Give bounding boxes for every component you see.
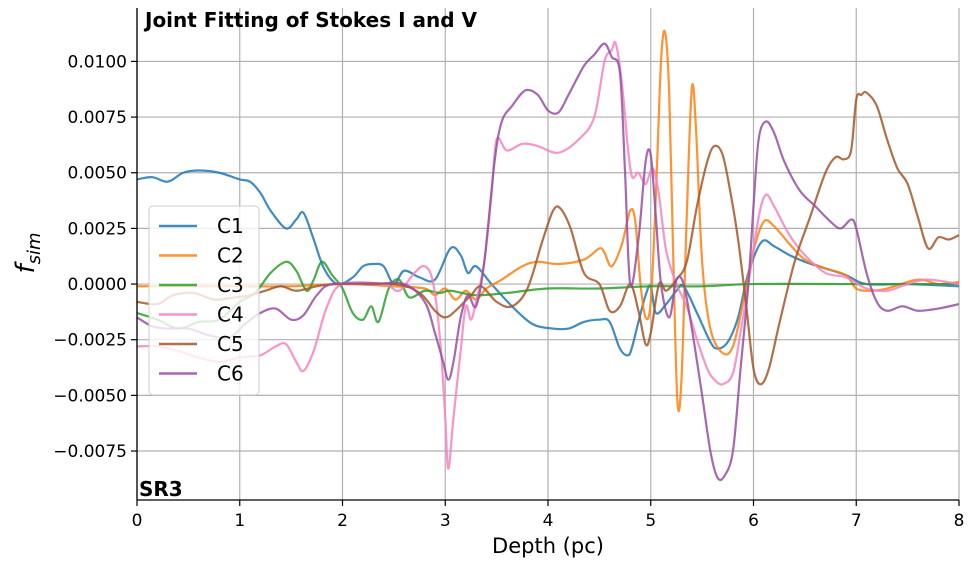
legend-label-c4: C4 <box>217 303 244 327</box>
x-tick-label: 6 <box>748 511 759 531</box>
y-tick-label: −0.0050 <box>53 386 127 406</box>
series-line-c6 <box>136 42 960 482</box>
legend-label-c6: C6 <box>217 362 244 386</box>
x-tick-label: 0 <box>132 511 143 531</box>
series-line-c1 <box>136 169 960 357</box>
grid <box>136 8 960 500</box>
y-tick-label: 0.0100 <box>68 52 127 72</box>
y-tick-label: 0.0025 <box>68 219 127 239</box>
legend-label-c3: C3 <box>217 273 244 297</box>
legend-box <box>148 205 260 396</box>
x-tick-label: 1 <box>234 511 245 531</box>
y-axis-title-sub: sim <box>24 232 45 264</box>
x-tick-label: 7 <box>851 511 862 531</box>
y-tick-label: 0.0075 <box>68 108 127 128</box>
series-line-c2 <box>137 29 960 412</box>
y-tick-label: −0.0025 <box>53 331 127 351</box>
x-tick-label: 5 <box>645 511 656 531</box>
legend-label-c5: C5 <box>217 332 244 356</box>
series-layer <box>136 29 960 482</box>
legend-label-c2: C2 <box>217 244 244 268</box>
x-tick-label: 2 <box>337 511 348 531</box>
panel-label: SR3 <box>139 477 183 501</box>
x-tick-label: 8 <box>954 511 965 531</box>
axes-layer: 0 1 2 3 4 5 6 7 8 0.0100 0.0075 0.0050 0.0025 0.0000 −… <box>53 8 964 531</box>
legend: C1 C2 C3 C4 C5 C6 <box>148 205 260 396</box>
x-tick-label: 4 <box>543 511 554 531</box>
legend-label-c1: C1 <box>217 214 244 238</box>
x-tick-label: 3 <box>440 511 451 531</box>
series-line-c4 <box>136 40 960 470</box>
x-axis-title: Depth (pc) <box>492 534 604 558</box>
y-tick-label: 0.0000 <box>68 275 127 295</box>
y-tick-label: −0.0075 <box>53 442 127 462</box>
y-tick-label: 0.0050 <box>68 164 127 184</box>
chart-title: Joint Fitting of Stokes I and V <box>143 8 478 32</box>
